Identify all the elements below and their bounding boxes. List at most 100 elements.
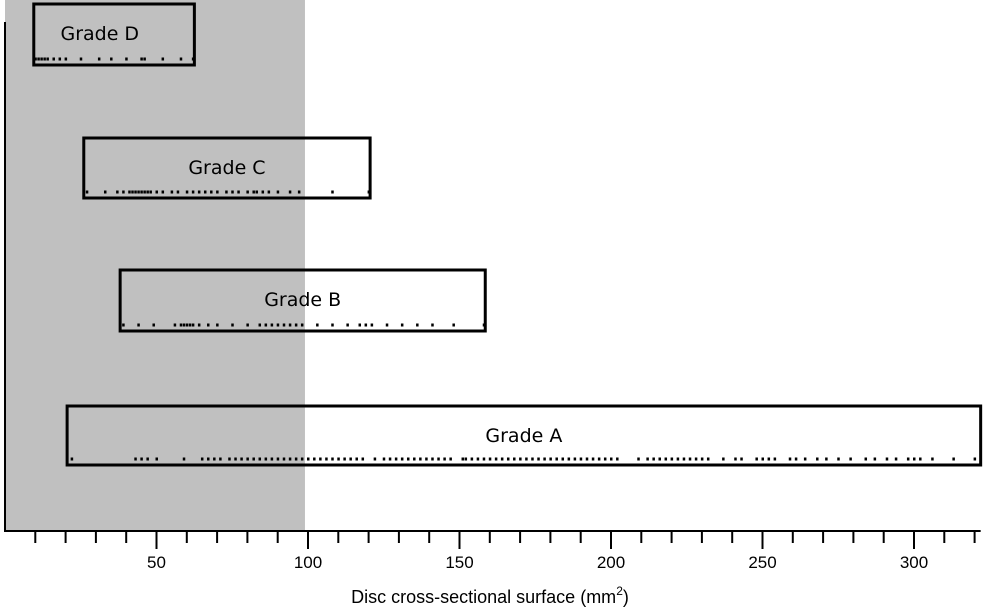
data-point xyxy=(237,190,240,194)
data-point xyxy=(40,57,43,61)
data-point xyxy=(267,190,271,194)
data-point xyxy=(952,457,955,461)
data-point xyxy=(413,457,416,461)
data-point xyxy=(276,323,280,327)
data-point xyxy=(931,457,934,461)
x-tick-label: 150 xyxy=(445,553,473,572)
data-point xyxy=(97,57,101,61)
data-point xyxy=(143,190,146,194)
data-point xyxy=(761,457,764,461)
data-point xyxy=(207,323,210,327)
data-point xyxy=(373,457,377,461)
data-point xyxy=(228,457,231,461)
data-point xyxy=(155,457,158,461)
data-point xyxy=(288,323,292,327)
data-point xyxy=(740,457,743,461)
data-point xyxy=(394,457,398,461)
data-point xyxy=(461,457,465,461)
data-point xyxy=(170,190,174,194)
data-point xyxy=(567,457,571,461)
data-point xyxy=(161,57,165,61)
data-point xyxy=(652,457,655,461)
data-point xyxy=(319,457,322,461)
data-point xyxy=(140,457,143,461)
data-point xyxy=(973,457,977,461)
data-point xyxy=(331,190,334,194)
data-point xyxy=(246,457,249,461)
data-point xyxy=(210,190,213,194)
data-point xyxy=(664,457,668,461)
data-point xyxy=(543,457,546,461)
grade-c-range-box xyxy=(82,136,372,200)
data-point xyxy=(773,457,777,461)
data-point xyxy=(185,323,189,327)
data-point xyxy=(316,323,319,327)
data-point xyxy=(140,190,143,194)
grade-b-range-box xyxy=(118,268,487,333)
data-point xyxy=(116,190,119,194)
data-point xyxy=(70,457,74,461)
data-point xyxy=(682,457,686,461)
data-point xyxy=(722,457,725,461)
x-tick-label: 300 xyxy=(900,553,928,572)
data-point xyxy=(555,457,558,461)
data-point xyxy=(258,457,262,461)
data-point xyxy=(637,457,640,461)
data-point xyxy=(37,57,40,61)
data-point xyxy=(43,57,46,61)
data-point xyxy=(134,457,137,461)
data-point xyxy=(261,190,265,194)
data-point xyxy=(137,323,140,327)
data-point xyxy=(816,457,819,461)
data-point xyxy=(346,323,349,327)
data-point xyxy=(246,190,249,194)
data-point xyxy=(252,457,255,461)
data-point xyxy=(264,457,268,461)
data-point xyxy=(128,190,131,194)
data-point xyxy=(885,457,889,461)
data-point xyxy=(406,457,410,461)
data-point xyxy=(182,323,186,327)
grade-c-label: Grade C xyxy=(188,157,265,179)
data-point xyxy=(603,457,607,461)
data-point xyxy=(734,457,737,461)
data-point xyxy=(152,323,155,327)
grade-a-group: Grade A xyxy=(65,404,983,467)
data-point xyxy=(658,457,661,461)
data-point xyxy=(255,190,258,194)
data-point xyxy=(313,457,316,461)
data-point xyxy=(246,323,249,327)
data-point xyxy=(482,457,486,461)
data-point xyxy=(873,457,877,461)
data-point xyxy=(343,457,346,461)
data-point xyxy=(300,323,304,327)
data-point xyxy=(525,457,528,461)
data-point xyxy=(207,457,210,461)
data-point xyxy=(176,190,180,194)
grade-d-range-box xyxy=(32,2,196,67)
data-point xyxy=(825,457,828,461)
x-axis-ticks: 50 100 150 200 250 300 xyxy=(34,531,976,572)
data-point xyxy=(325,457,328,461)
data-point xyxy=(146,190,149,194)
grades-layer: Grade D Grade C Grade B Grade A xyxy=(32,2,983,467)
data-point xyxy=(419,457,422,461)
data-point xyxy=(200,457,204,461)
data-point xyxy=(282,323,286,327)
data-point xyxy=(849,457,852,461)
data-point xyxy=(131,190,134,194)
data-point xyxy=(449,457,452,461)
data-point xyxy=(331,323,334,327)
data-point xyxy=(143,57,146,61)
data-point xyxy=(64,57,68,61)
data-point xyxy=(364,323,368,327)
x-axis-title-superscript: 2 xyxy=(616,584,623,598)
grade-d-label: Grade D xyxy=(60,23,139,45)
data-point xyxy=(282,457,286,461)
data-point xyxy=(182,457,186,461)
data-point xyxy=(140,57,143,61)
data-point xyxy=(337,457,340,461)
data-point xyxy=(400,457,404,461)
data-point xyxy=(506,457,510,461)
data-point xyxy=(225,190,228,194)
